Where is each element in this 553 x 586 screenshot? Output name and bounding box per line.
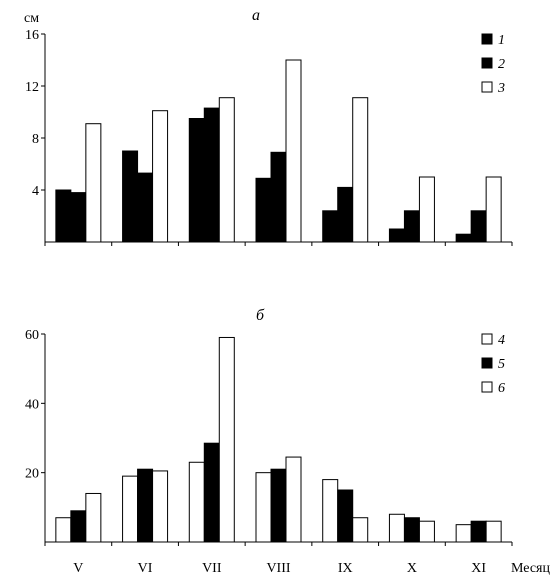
- bar-series-1-XI: [455, 233, 472, 243]
- legend-label: 1: [498, 33, 505, 48]
- bar-series-2-IX: [337, 186, 354, 243]
- y-tick-label: 16: [25, 28, 39, 43]
- bar-series-1-VII: [188, 118, 205, 243]
- panel-label: а: [252, 7, 260, 24]
- bar-series-2-XI: [470, 210, 487, 243]
- x-tick-label: IX: [338, 561, 353, 576]
- bar-series-4-VI: [122, 475, 139, 543]
- y-axis-title: см: [24, 11, 39, 26]
- bar-series-3-IX: [352, 97, 369, 243]
- legend-label: 6: [498, 381, 505, 396]
- bar-series-4-VII: [188, 461, 205, 543]
- legend-swatch: [481, 333, 493, 345]
- bar-series-3-V: [85, 123, 102, 243]
- legend-swatch: [481, 81, 493, 93]
- bar-series-6-VI: [152, 470, 169, 543]
- bar-series-6-VIII: [285, 456, 302, 543]
- bar-series-1-IX: [322, 210, 339, 243]
- bar-series-5-IX: [337, 489, 354, 543]
- bar-series-3-VII: [218, 97, 235, 243]
- bar-series-3-XI: [485, 176, 502, 243]
- bar-series-4-VIII: [255, 472, 272, 543]
- bar-series-1-X: [388, 228, 405, 243]
- y-tick-label: 4: [32, 184, 39, 199]
- x-tick-label: VII: [202, 561, 222, 576]
- bar-series-5-V: [70, 510, 87, 543]
- bar-series-6-V: [85, 492, 102, 543]
- bar-series-6-XI: [485, 520, 502, 543]
- legend-label: 3: [497, 81, 505, 96]
- bar-series-5-VII: [203, 442, 220, 543]
- bar-series-2-V: [70, 192, 87, 243]
- y-tick-label: 60: [25, 328, 39, 343]
- chart-panel-b: 20 40 60 V VI VII VIII IX X XI б Месяц 4 5 6: [25, 307, 550, 576]
- legend-swatch: [481, 57, 493, 69]
- bar-series-5-VI: [137, 468, 154, 543]
- bar-series-1-VI: [122, 150, 139, 243]
- x-tick-label: X: [407, 561, 417, 576]
- bar-series-3-X: [418, 176, 435, 243]
- y-tick-label: 8: [32, 132, 39, 147]
- x-tick-label: V: [73, 561, 83, 576]
- legend-swatch: [481, 381, 493, 393]
- legend-label: 4: [498, 333, 505, 348]
- legend-label: 2: [498, 57, 505, 72]
- bar-series-6-X: [418, 520, 435, 543]
- bar-series-2-X: [403, 210, 420, 243]
- y-tick-label: 40: [25, 397, 39, 412]
- bar-series-5-VIII: [270, 468, 287, 543]
- bar-series-4-V: [55, 517, 72, 543]
- bar-series-4-XI: [455, 524, 472, 543]
- bar-series-2-VI: [137, 172, 154, 243]
- x-tick-label: XI: [471, 561, 486, 576]
- bar-series-2-VII: [203, 107, 220, 243]
- y-tick-label: 20: [25, 467, 39, 482]
- bar-series-2-VIII: [270, 151, 287, 243]
- bar-series-1-VIII: [255, 177, 272, 243]
- bar-series-6-IX: [352, 517, 369, 543]
- bar-series-6-VII: [218, 336, 235, 543]
- legend-swatch: [481, 357, 493, 369]
- bar-series-4-X: [388, 513, 405, 543]
- panel-label: б: [256, 307, 265, 324]
- bar-series-1-V: [55, 189, 72, 243]
- bar-series-3-VIII: [285, 59, 302, 243]
- legend-label: 5: [498, 357, 505, 372]
- x-axis-title: Месяц: [511, 561, 550, 576]
- legend-swatch: [481, 33, 493, 45]
- bar-series-5-X: [403, 517, 420, 543]
- bar-series-5-XI: [470, 520, 487, 543]
- x-tick-label: VIII: [266, 561, 290, 576]
- bar-series-3-VI: [152, 110, 169, 243]
- y-tick-label: 12: [25, 80, 39, 95]
- bar-series-4-IX: [322, 479, 339, 543]
- x-tick-label: VI: [138, 561, 153, 576]
